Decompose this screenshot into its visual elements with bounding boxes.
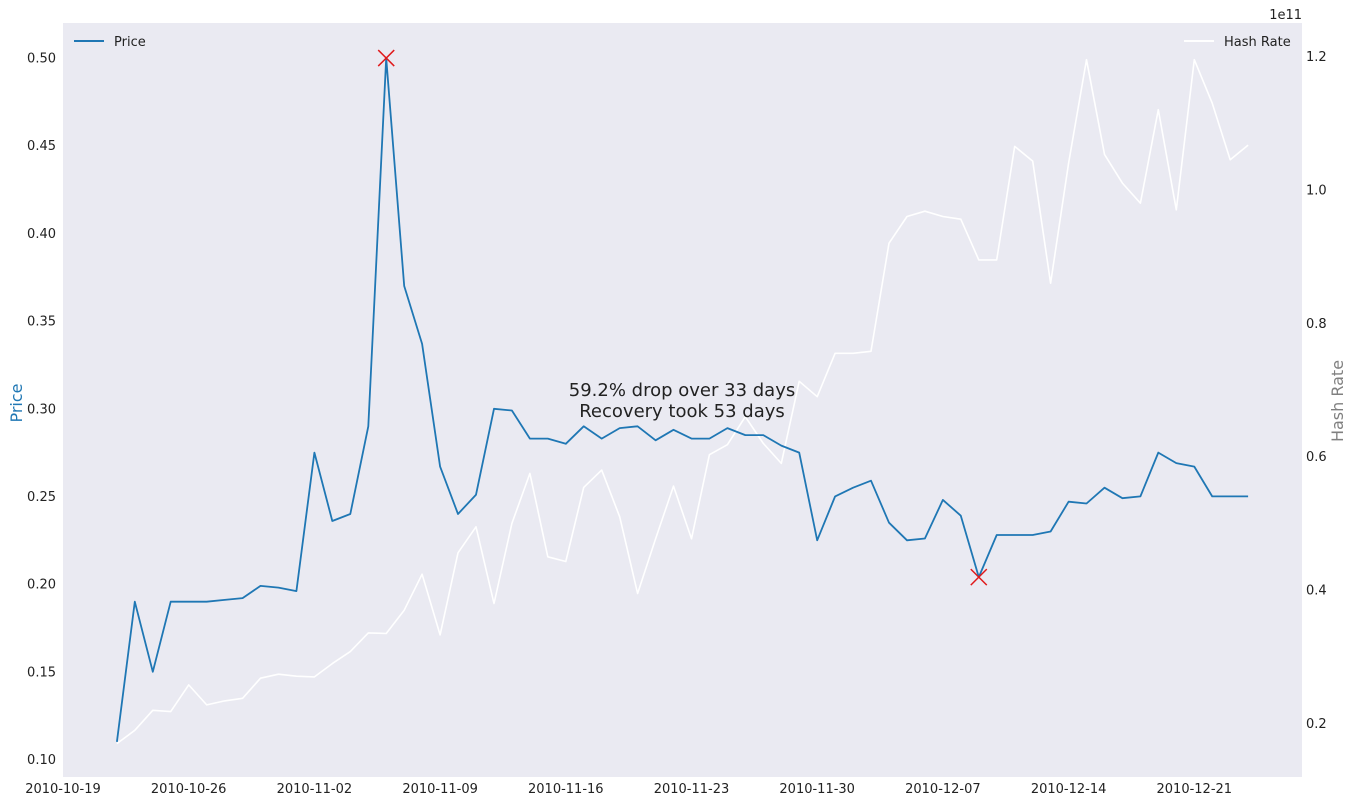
x-tick-label: 2010-11-02: [277, 782, 353, 797]
hash-rate-line: [116, 58, 1249, 745]
y-right-tick-label: 1.2: [1306, 50, 1327, 65]
y-left-axis-label: Price: [7, 383, 26, 422]
legend-price-label: Price: [114, 35, 146, 50]
extreme-marker-1-stroke-b: [970, 568, 988, 586]
y-right-tick-label: 1.0: [1306, 183, 1327, 198]
x-tick-label: 2010-11-30: [779, 782, 855, 797]
extreme-markers: [377, 49, 988, 586]
legend-hash-rate: Hash Rate: [1184, 35, 1291, 50]
x-axis-ticks: 2010-10-19 2010-10-26 2010-11-02 2010-11-09…: [25, 782, 1232, 797]
y-right-tick-label: 0.6: [1306, 450, 1327, 465]
y-right-tick-label: 0.2: [1306, 717, 1327, 732]
y-left-tick-label: 0.35: [27, 315, 56, 330]
y-right-axis-ticks: 0.2 0.4 0.6 0.8 1.0 1.2: [1306, 50, 1327, 732]
y-left-tick-label: 0.50: [27, 52, 56, 67]
x-tick-label: 2010-12-21: [1157, 782, 1233, 797]
y-left-axis-ticks: 0.10 0.15 0.20 0.25 0.30 0.35 0.40 0.45 0.50: [27, 52, 56, 768]
x-tick-label: 2010-10-19: [25, 782, 101, 797]
x-tick-label: 2010-11-16: [528, 782, 604, 797]
extreme-marker-1: [970, 568, 988, 586]
y-left-tick-label: 0.25: [27, 490, 56, 505]
y-right-tick-label: 0.4: [1306, 584, 1327, 599]
y-left-tick-label: 0.45: [27, 139, 56, 154]
x-tick-label: 2010-10-26: [151, 782, 227, 797]
y-left-tick-label: 0.20: [27, 578, 56, 593]
annotation-line-1: 59.2% drop over 33 days: [569, 380, 795, 401]
x-tick-label: 2010-11-23: [654, 782, 730, 797]
y-left-tick-label: 0.10: [27, 753, 56, 768]
y-right-axis-label: Hash Rate: [1328, 360, 1347, 442]
y-right-offset-text: 1e11: [1269, 8, 1302, 23]
legend-hash-rate-label: Hash Rate: [1224, 35, 1291, 50]
x-tick-label: 2010-12-14: [1031, 782, 1107, 797]
extreme-marker-0-stroke-b: [377, 49, 395, 67]
y-left-tick-label: 0.15: [27, 665, 56, 680]
price-series: [116, 57, 1249, 743]
x-tick-label: 2010-11-09: [402, 782, 478, 797]
price-line: [116, 57, 1249, 743]
extreme-marker-0: [377, 49, 395, 67]
annotation-line-2: Recovery took 53 days: [579, 401, 785, 422]
hash-rate-series: [116, 58, 1249, 745]
y-right-tick-label: 0.8: [1306, 317, 1327, 332]
y-left-tick-label: 0.40: [27, 227, 56, 242]
x-tick-label: 2010-12-07: [905, 782, 981, 797]
legend-price: Price: [74, 35, 146, 50]
plot-area-background: [63, 23, 1302, 777]
y-left-tick-label: 0.30: [27, 402, 56, 417]
